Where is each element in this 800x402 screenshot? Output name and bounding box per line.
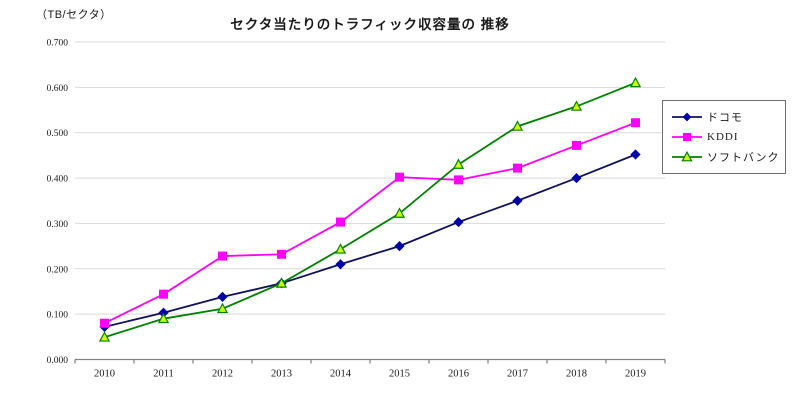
marker-triangle	[452, 158, 465, 169]
x-axis-tick-label: 2014	[330, 369, 352, 380]
x-axis-tick-label: 2016	[448, 369, 469, 380]
marker-square	[513, 163, 522, 173]
marker-triangle	[275, 277, 288, 288]
y-axis-unit-label: （TB/セクタ）	[36, 9, 112, 21]
marker-square	[336, 217, 345, 227]
marker-triangle	[157, 312, 170, 324]
legend-item-ソフトバンク: ソフトバンク	[671, 147, 779, 167]
legend-triangle-glyph	[681, 150, 693, 162]
legend-label: ドコモ	[707, 112, 743, 124]
marker-diamond	[630, 149, 641, 160]
marker-triangle	[511, 120, 524, 131]
marker-square	[572, 140, 581, 150]
marker-diamond	[571, 172, 582, 184]
marker-triangle	[98, 331, 111, 342]
y-axis-tick-label: 0.300	[47, 220, 69, 230]
series-line-ソフトバンク	[104, 81, 636, 339]
marker-triangle	[334, 243, 347, 254]
legend-marker-triangle-icon	[672, 150, 702, 162]
marker-diamond	[394, 240, 405, 252]
x-axis-tick-label: 2018	[566, 369, 587, 380]
marker-square	[395, 172, 404, 182]
x-axis-tick-label: 2010	[94, 369, 115, 380]
chart-title: セクタ当たりのトラフィック収容量の 推移	[230, 17, 510, 32]
marker-diamond	[335, 259, 346, 270]
marker-square	[277, 249, 286, 259]
marker-square	[631, 118, 640, 128]
legend-label: ソフトバンク	[707, 152, 780, 164]
marker-square	[218, 251, 227, 261]
legend-marker-diamond-icon	[672, 112, 702, 122]
y-axis-tick-label: 0.200	[47, 265, 69, 275]
x-axis-tick-label: 2011	[153, 369, 174, 380]
legend-square-glyph	[683, 133, 691, 141]
marker-diamond	[512, 195, 523, 206]
marker-triangle	[570, 100, 583, 111]
legend-item-ドコモ: ドコモ	[671, 107, 779, 127]
legend-diamond-glyph	[682, 112, 692, 122]
y-axis-tick-label: 0.700	[47, 39, 69, 49]
x-axis-tick-label: 2013	[271, 369, 292, 380]
x-axis-tick-label: 2012	[212, 369, 233, 380]
series-line-KDDI	[104, 121, 636, 325]
x-axis-tick-label: 2017	[507, 369, 528, 380]
x-axis-tick-label: 2019	[625, 369, 646, 380]
y-axis-tick-label: 0.100	[47, 311, 69, 321]
marker-triangle	[629, 76, 642, 88]
y-axis-tick-label: 0.000	[47, 356, 69, 366]
marker-square	[100, 318, 109, 328]
y-axis-tick-label: 0.500	[47, 129, 69, 139]
y-axis-tick-label: 0.600	[47, 84, 69, 94]
marker-triangle	[216, 302, 229, 314]
marker-triangle	[393, 207, 406, 218]
series-line-ドコモ	[104, 153, 636, 328]
marker-square	[159, 289, 168, 299]
chart-legend: ドコモ KDDI ソフトバンク	[662, 100, 786, 174]
marker-diamond	[217, 291, 228, 303]
legend-label: KDDI	[707, 131, 739, 143]
legend-item-KDDI: KDDI	[671, 127, 779, 147]
y-axis-tick-label: 0.400	[47, 175, 69, 185]
marker-diamond	[453, 216, 464, 228]
x-axis-tick-label: 2015	[389, 369, 410, 380]
marker-square	[454, 175, 463, 185]
legend-marker-square-icon	[672, 133, 702, 141]
